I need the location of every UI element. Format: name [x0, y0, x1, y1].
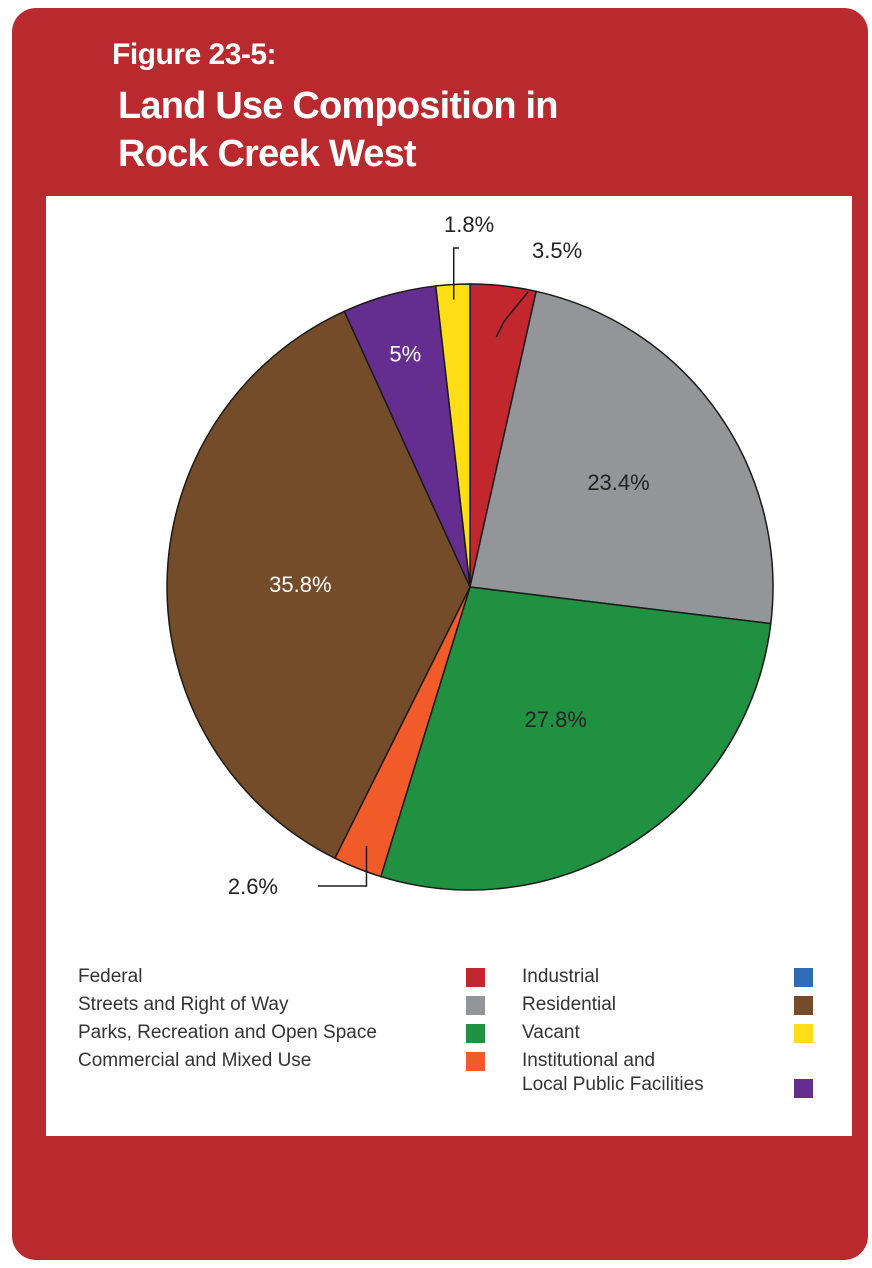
- legend-label-streets-and-right-of-way: Streets and Right of Way: [78, 993, 289, 1017]
- legend-label-commercial-and-mixed-use: Commercial and Mixed Use: [78, 1049, 311, 1073]
- legend-swatch-streets-and-right-of-way: [466, 996, 485, 1015]
- legend-swatch-industrial: [794, 968, 813, 987]
- pie-slice-vacant: [434, 283, 471, 588]
- legend-swatch-parks-recreation-and-open-space: [466, 1024, 485, 1043]
- legend-swatch-commercial-and-mixed-use: [466, 1052, 485, 1071]
- data-label-commercial-and-mixed-use: 2.6%: [228, 874, 278, 899]
- legend-label-federal: Federal: [78, 965, 142, 989]
- data-label-federal: 3.5%: [532, 238, 582, 263]
- pie-slice-residential: [166, 310, 471, 860]
- legend-label-text-line-2: Local Public Facilities: [522, 1074, 704, 1095]
- pie-slice-parks-recreation-and-open-space: [379, 586, 772, 891]
- legend-label-text: Parks, Recreation and Open Space: [78, 1022, 377, 1043]
- leader-line-vacant: [452, 247, 459, 300]
- leader-line-federal: [495, 291, 529, 338]
- data-label-vacant: 1.8%: [444, 212, 494, 237]
- legend-label-text: Institutional and: [522, 1050, 656, 1071]
- pie-slice-streets-and-right-of-way: [469, 290, 774, 625]
- chart-title: Land Use Composition in Rock Creek West: [118, 82, 718, 178]
- legend-label-institutional-and: Institutional and Local Public Facilities: [522, 1049, 704, 1097]
- data-label-parks-recreation-and-open-space: 27.8%: [525, 707, 587, 732]
- legend-label-text: Federal: [78, 966, 143, 987]
- legend-label-parks-recreation-and-open-space: Parks, Recreation and Open Space: [78, 1021, 377, 1045]
- legend-label-text: Vacant: [522, 1022, 580, 1043]
- legend-label-text: Streets and Right of Way: [78, 994, 289, 1015]
- chart-title-line-2: Rock Creek West: [118, 133, 417, 175]
- legend-label-industrial: Industrial: [522, 965, 599, 989]
- legend-label-residential: Residential: [522, 993, 616, 1017]
- data-label-residential: 35.8%: [269, 572, 331, 597]
- legend-swatch-institutional-and: [794, 1079, 813, 1098]
- legend-swatch-vacant: [794, 1024, 813, 1043]
- figure-label: Figure 23-5:: [112, 38, 277, 71]
- legend-label-vacant: Vacant: [522, 1021, 580, 1045]
- chart-panel: 3.5% 23.4% 27.8% 2.6% 35.8% 5% 1.8% Federal Str…: [46, 196, 852, 1136]
- chart-title-line-1: Land Use Composition in: [118, 85, 559, 127]
- legend-label-text: Commercial and Mixed Use: [78, 1050, 312, 1071]
- pie-chart: 3.5% 23.4% 27.8% 2.6% 35.8% 5% 1.8%: [166, 212, 774, 899]
- data-label-streets-and-right-of-way: 23.4%: [587, 470, 649, 495]
- legend-swatch-residential: [794, 996, 813, 1015]
- legend-label-text: Residential: [522, 994, 616, 1015]
- legend-swatch-federal: [466, 968, 485, 987]
- leader-line-commercial: [318, 845, 368, 887]
- data-label-institutional-and-local-public-facilities: 5%: [389, 341, 421, 366]
- legend-label-text: Industrial: [522, 966, 600, 987]
